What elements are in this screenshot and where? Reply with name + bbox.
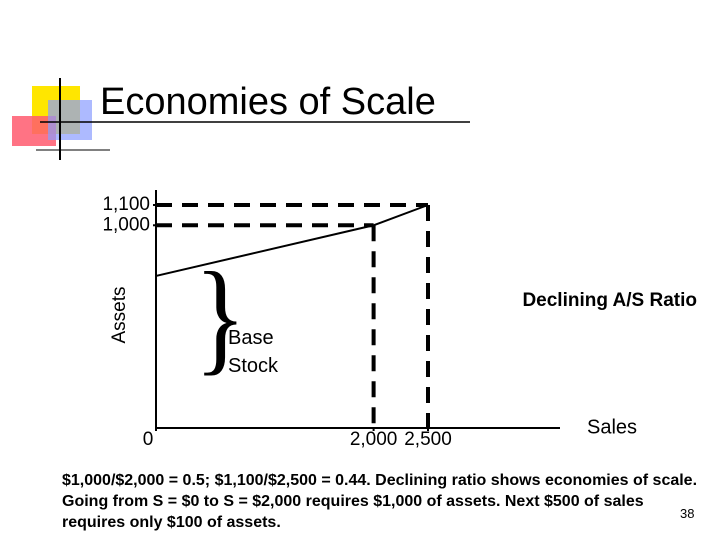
x-tick-label: 2,000 xyxy=(350,429,398,450)
brace: } xyxy=(194,247,246,387)
x-tick-label: 0 xyxy=(143,429,154,450)
annotation: Declining A/S Ratio xyxy=(522,290,697,311)
x-axis-label: Sales xyxy=(587,416,637,438)
x-tick-label: 2,500 xyxy=(404,429,452,450)
y-tick-label: 1,100 xyxy=(102,194,150,215)
y-tick-label: 1,000 xyxy=(102,214,150,235)
y-axis-label: Assets xyxy=(109,286,130,343)
page-number: 38 xyxy=(680,506,695,521)
brace-label: Base Stock xyxy=(228,327,279,377)
logo-blue xyxy=(48,100,92,140)
footnote: $1,000/$2,000 = 0.5; $1,100/$2,500 = 0.4… xyxy=(62,472,698,531)
chart-title: Economies of Scale xyxy=(100,81,436,123)
